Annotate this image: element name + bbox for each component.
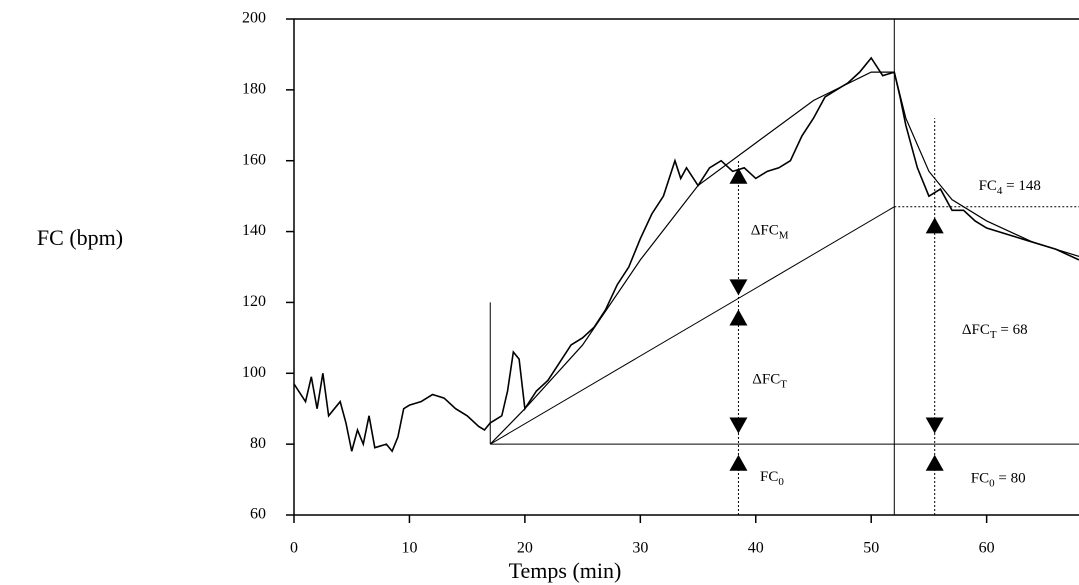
- annotation-part: FC: [971, 471, 989, 487]
- arrow-head: [729, 417, 748, 434]
- annotation-part: FC: [979, 178, 997, 194]
- annotation-part: = 68: [997, 322, 1028, 338]
- y-tick-label: 180: [242, 81, 266, 98]
- annotation: FC4 = 148: [979, 178, 1041, 196]
- x-tick-label: 20: [517, 540, 533, 557]
- y-tick-label: 140: [242, 222, 266, 239]
- annotation-part: FC: [760, 470, 778, 486]
- annotation-part: = 148: [1002, 178, 1040, 194]
- annotation: ΔFCT: [752, 372, 787, 390]
- x-tick-label: 30: [632, 540, 648, 557]
- x-tick-label: 50: [863, 540, 879, 557]
- annotation: ΔFCT = 68: [962, 322, 1028, 340]
- annotation: FC0 = 80: [971, 471, 1026, 489]
- y-tick-label: 60: [250, 506, 266, 523]
- arrow-head: [729, 167, 748, 184]
- arrow-head: [729, 279, 748, 296]
- x-tick-label: 40: [748, 540, 764, 557]
- annotation-part: ΔFC: [751, 223, 779, 239]
- arrow-head: [925, 417, 944, 434]
- y-tick-label: 80: [250, 435, 266, 452]
- data-line: [489, 71, 1079, 445]
- x-tick-label: 10: [401, 540, 417, 557]
- annotation-part: ΔFC: [962, 322, 990, 338]
- arrow-head: [729, 309, 748, 326]
- annotation-part: = 80: [995, 471, 1026, 487]
- data-line: [293, 56, 1079, 453]
- annotation: FC0: [760, 470, 784, 488]
- annotation-part: T: [780, 378, 787, 390]
- annotation-part: 0: [778, 476, 784, 488]
- y-tick-label: 200: [242, 10, 266, 27]
- x-axis-label: Temps (min): [509, 558, 622, 583]
- annotation-part: 4: [997, 184, 1003, 196]
- annotation-part: 0: [989, 477, 995, 489]
- reference-line: [489, 206, 895, 445]
- y-axis-label: FC (bpm): [37, 225, 123, 250]
- annotation-part: T: [990, 328, 997, 340]
- annotation-part: ΔFC: [752, 372, 780, 388]
- arrow-head: [729, 454, 748, 471]
- arrow-head: [925, 454, 944, 471]
- arrow-head: [925, 217, 944, 234]
- y-tick-label: 100: [242, 364, 266, 381]
- y-tick-label: 160: [242, 151, 266, 168]
- x-tick-label: 0: [290, 540, 298, 557]
- x-tick-label: 60: [979, 540, 995, 557]
- y-tick-label: 120: [242, 293, 266, 310]
- annotation: ΔFCM: [751, 223, 789, 241]
- annotation-part: M: [779, 229, 789, 241]
